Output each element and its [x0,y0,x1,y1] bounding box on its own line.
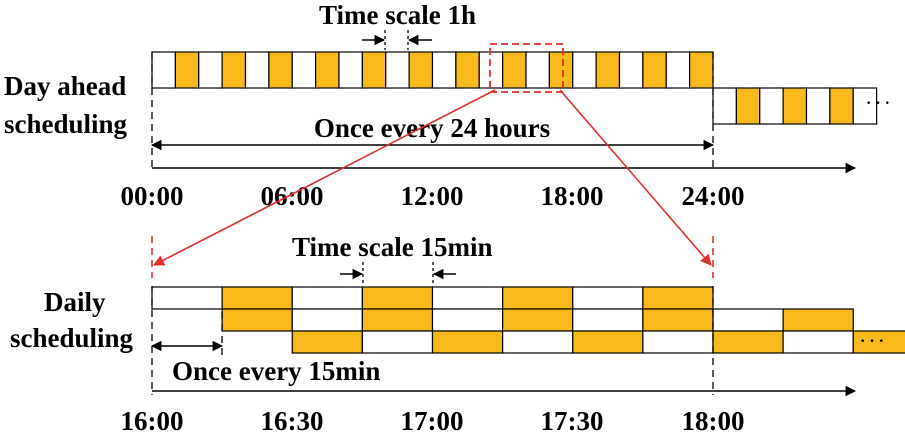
hour-slot [618,51,644,89]
quarter-hour-slot [431,330,504,354]
daily-section: Daily scheduling Time scale 15min · · · … [10,232,905,436]
bottom-time-scale-marker [340,262,456,285]
bottom-interval-label: Once every 15min [172,356,380,386]
bottom-time-scale-label: Time scale 15min [292,232,492,262]
quarter-hour-slot [502,286,574,310]
day-ahead-section: Day ahead scheduling Time scale 1h · · ·… [4,0,890,211]
bottom-tick-label: 18:00 [682,406,745,436]
bottom-tick-label: 17:30 [541,406,604,436]
next-day-hour-slot [735,87,761,125]
day-ahead-label-line2: scheduling [4,109,128,139]
quarter-hour-slot [712,330,784,354]
top-time-scale-marker [362,30,432,50]
bottom-ellipsis: · · · [860,333,884,350]
hour-slot [408,51,434,89]
hour-slot [268,51,293,89]
top-interval-label: Once every 24 hours [314,113,550,143]
next-day-hour-slot [759,87,784,125]
zoom-arrow-left [153,89,496,266]
quarter-hour-slot [572,286,644,310]
quarter-hour-slot [221,286,293,310]
hour-slot [595,51,621,89]
hour-slot [455,51,480,89]
hour-slot [174,51,200,89]
quarter-hour-slot [782,308,854,332]
next-day-hour-slot [852,87,878,125]
day-ahead-label-line1: Day ahead [4,71,126,101]
quarter-hour-slot [221,308,293,332]
bottom-tick-label: 16:30 [261,406,324,436]
quarter-hour-slot [642,286,714,310]
quarter-hour-slot [291,330,363,354]
daily-label-line2: scheduling [10,323,134,353]
bottom-tick-label: 17:00 [401,406,464,436]
quarter-hour-slot [361,308,434,332]
hour-slot [548,51,574,89]
quarter-hour-slot [361,330,434,354]
quarter-hour-slot [291,308,363,332]
day-ahead-slot-row [151,51,714,89]
next-day-hour-slot [805,87,831,125]
hour-slot [361,51,387,89]
top-ellipsis: · · · [866,95,890,112]
top-tick-labels: 00:00 06:00 12:00 18:00 24:00 [121,181,745,211]
quarter-hour-slot [431,286,504,310]
next-day-slot-row [712,87,878,125]
hour-slot [315,51,340,89]
daily-label-line1: Daily [44,287,106,317]
hour-slot [198,51,223,89]
top-tick-label: 12:00 [401,181,464,211]
hour-slot [431,51,457,89]
quarter-hour-slot [361,286,434,310]
quarter-hour-slot [642,330,714,354]
hour-slot [665,51,691,89]
quarter-hour-slot [502,330,574,354]
hour-slot [642,51,667,89]
next-day-hour-slot [712,87,737,125]
top-tick-label: 00:00 [121,181,184,211]
zoom-arrow-right [559,89,712,266]
next-day-hour-slot [829,87,854,125]
hour-slot [221,51,247,89]
quarter-hour-slot [572,308,644,332]
zoom-highlight-box [489,43,564,93]
quarter-hour-slot [502,308,574,332]
quarter-hour-slot [291,286,363,310]
bottom-tick-labels: 16:00 16:30 17:00 17:30 18:00 [121,406,745,436]
bottom-tick-label: 16:00 [121,406,184,436]
top-tick-label: 06:00 [261,181,324,211]
quarter-hour-slot [431,308,504,332]
hour-slot [572,51,597,89]
zoom-callout [151,43,714,278]
top-tick-label: 24:00 [682,181,745,211]
quarter-hour-slot [151,286,223,310]
daily-slot-rows [151,286,905,354]
hour-slot [338,51,363,89]
quarter-hour-slot [642,308,714,332]
quarter-hour-slot [712,308,784,332]
hour-slot [291,51,317,89]
quarter-hour-slot [852,330,905,354]
hour-slot [385,51,410,89]
hour-slot [151,51,176,89]
hour-slot [502,51,527,89]
quarter-hour-slot [782,330,854,354]
hour-slot [478,51,504,89]
quarter-hour-slot [572,330,644,354]
top-time-scale-label: Time scale 1h [319,0,476,30]
top-tick-label: 18:00 [541,181,604,211]
hour-slot [525,51,550,89]
hour-slot [244,51,270,89]
hour-slot [689,51,714,89]
next-day-hour-slot [782,87,808,125]
